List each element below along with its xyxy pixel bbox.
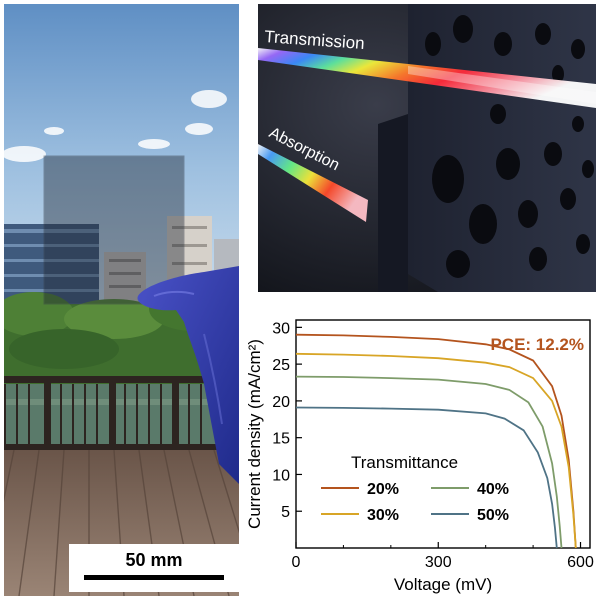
legend-entry: 40% [477,481,509,498]
y-tick-label: 30 [272,320,290,337]
x-axis-label: Voltage (mV) [394,575,492,594]
light-transmission-render: Transmission Absorption [258,4,596,292]
series-line-30pct [295,352,577,549]
y-axis: 5 10 15 20 25 30 [272,320,302,521]
series-lines [295,333,577,549]
blue-glove [137,266,239,484]
render-panel: Transmission Absorption [258,4,596,292]
legend-title: Transmittance [351,453,458,472]
x-tick-label: 0 [292,554,301,571]
y-tick-label: 5 [281,504,290,521]
scale-bar-box [69,544,239,592]
scale-bar-label: 50 mm [125,550,182,570]
y-tick-label: 15 [272,431,290,448]
photo-panel: 50 mm [4,4,239,596]
y-tick-label: 25 [272,357,290,374]
railing [4,376,239,452]
series-line-50pct [295,406,558,549]
legend-entry: 20% [367,481,399,498]
absorption-beam [258,144,368,222]
pond [4,384,239,446]
perforated-slab [378,4,596,292]
x-tick-label: 300 [425,554,452,571]
series-line-40pct [295,375,563,549]
transmission-beam [258,48,596,108]
legend-entry: 30% [367,507,399,524]
x-tick-label: 600 [567,554,594,571]
series-line-20pct [295,333,577,549]
clouds [4,90,227,162]
plot-frame [295,319,591,549]
plot-area [295,319,591,549]
jv-chart-panel: 0 300 600 5 10 15 20 25 30 PCE: 12.2% Transmitt… [240,300,600,600]
scale-bar [84,575,224,580]
y-tick-label: 20 [272,394,290,411]
legend-entry: 50% [477,507,509,524]
y-tick-label: 10 [272,467,290,484]
transparent-solar-cell [43,155,185,305]
x-axis: 0 300 600 [292,542,594,571]
jv-chart: 0 300 600 5 10 15 20 25 30 PCE: 12.2% Transmitt… [245,319,594,594]
outdoor-photo: 50 mm [4,4,239,596]
legend: Transmittance 20% 30% 40% 50% [321,453,509,524]
y-axis-label: Current density (mA/cm²) [245,339,264,529]
pce-annotation: PCE: 12.2% [490,335,584,354]
